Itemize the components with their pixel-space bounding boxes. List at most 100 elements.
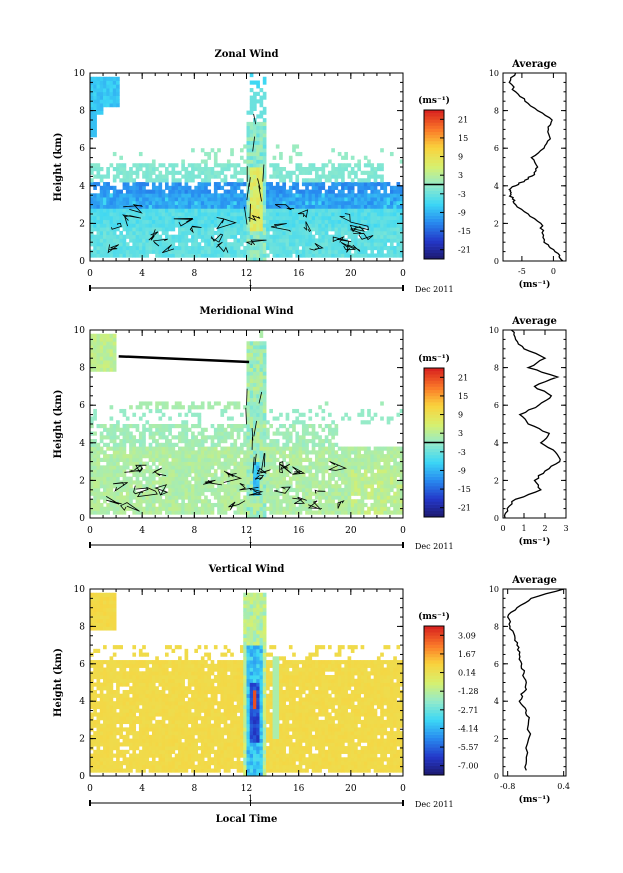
heatmap-cell xyxy=(328,487,332,493)
heatmap-cell xyxy=(119,155,123,160)
heatmap-cell xyxy=(347,230,352,236)
heatmap-cell xyxy=(109,99,114,104)
contour-line xyxy=(261,453,265,471)
heatmap-cell xyxy=(272,499,277,504)
heatmap-cell xyxy=(93,245,97,251)
heatmap-cell xyxy=(253,185,257,190)
heatmap-cell xyxy=(135,491,140,496)
heatmap-cell xyxy=(249,510,254,515)
contour-line xyxy=(297,209,309,218)
heatmap-cell xyxy=(357,163,362,168)
heatmap-cell xyxy=(344,487,348,493)
heatmap-cell xyxy=(207,151,212,157)
heatmap-cell xyxy=(119,446,123,451)
heatmap-cell xyxy=(288,439,293,444)
heatmap-cell xyxy=(380,454,384,459)
heatmap-cell xyxy=(393,227,397,232)
heatmap-cell xyxy=(90,491,94,496)
heatmap-cell xyxy=(341,446,345,451)
heatmap-cell xyxy=(106,333,110,338)
heatmap-cell xyxy=(380,215,384,221)
heatmap-cell xyxy=(168,450,172,455)
heatmap-cell xyxy=(197,242,202,247)
heatmap-cell xyxy=(357,182,362,187)
heatmap-cell xyxy=(112,435,117,440)
heatmap-cell xyxy=(367,215,371,221)
heatmap-cell xyxy=(318,435,322,440)
heatmap-cell xyxy=(295,238,300,243)
heatmap-cell xyxy=(122,253,127,258)
heatmap-cell xyxy=(363,480,368,485)
heatmap-cell xyxy=(246,487,251,493)
heatmap-cell xyxy=(354,446,358,451)
heatmap-cell xyxy=(197,185,202,190)
heatmap-cell xyxy=(217,487,221,493)
heatmap-cell xyxy=(321,242,326,247)
heatmap-cell xyxy=(181,230,185,236)
heatmap-cell xyxy=(217,442,221,447)
heatmap-cell xyxy=(376,204,381,209)
x-tick-label: 8 xyxy=(191,269,197,279)
heatmap-cell xyxy=(132,189,137,194)
heatmap-cell xyxy=(207,472,212,478)
heatmap-cell xyxy=(119,170,123,175)
heatmap-cell xyxy=(158,416,163,421)
heatmap-cell xyxy=(279,189,283,194)
heatmap-cell xyxy=(246,363,251,368)
heatmap-cell xyxy=(109,356,114,361)
heatmap-cell xyxy=(253,204,257,209)
heatmap-cell xyxy=(148,435,153,440)
heatmap-cell xyxy=(262,510,267,515)
heatmap-cell xyxy=(370,457,375,462)
heatmap-cell xyxy=(301,506,306,511)
heatmap-cell xyxy=(187,450,192,455)
heatmap-cell xyxy=(334,491,339,496)
heatmap-cell xyxy=(151,227,156,232)
heatmap-cell xyxy=(367,238,371,243)
heatmap-cell xyxy=(236,182,241,187)
heatmap-cell xyxy=(178,197,182,202)
heatmap-cell xyxy=(373,215,378,221)
heatmap-cell xyxy=(116,495,120,500)
heatmap-cell xyxy=(324,204,329,209)
heatmap-cell xyxy=(161,480,166,485)
heatmap-cell xyxy=(301,502,306,508)
heatmap-cell xyxy=(119,245,123,251)
heatmap-cell xyxy=(99,99,104,104)
heatmap-cell xyxy=(357,469,362,474)
heatmap-cell xyxy=(194,234,198,239)
heatmap-cell xyxy=(256,114,260,119)
heatmap-cell xyxy=(161,442,166,447)
heatmap-cell xyxy=(125,234,130,239)
heatmap-cell xyxy=(380,469,384,474)
heatmap-cell xyxy=(321,253,326,258)
heatmap-cell xyxy=(109,204,114,209)
heatmap-cell xyxy=(321,227,326,232)
heatmap-cell xyxy=(282,424,287,429)
heatmap-cell xyxy=(272,155,277,160)
heatmap-cell xyxy=(125,245,130,251)
heatmap-cell xyxy=(311,249,316,254)
heatmap-cell xyxy=(171,442,176,447)
heatmap-cell xyxy=(341,163,345,168)
heatmap-cell xyxy=(210,491,215,496)
heatmap-cell xyxy=(103,208,107,213)
heatmap-cell xyxy=(109,88,114,93)
heatmap-cell xyxy=(129,193,133,198)
heatmap-cell xyxy=(246,121,251,127)
heatmap-cell xyxy=(328,200,332,205)
heatmap-cell xyxy=(116,476,120,481)
heatmap-cell xyxy=(233,245,238,251)
heatmap-cell xyxy=(328,499,332,504)
heatmap-cell xyxy=(174,435,179,440)
heatmap-cell xyxy=(158,499,163,504)
heatmap-cell xyxy=(103,242,107,247)
heatmap-cell xyxy=(357,450,362,455)
heatmap-cell xyxy=(138,442,143,447)
heatmap-cell xyxy=(337,182,342,187)
heatmap-cell xyxy=(200,238,205,243)
heatmap-cell xyxy=(308,170,313,175)
heatmap-cell xyxy=(178,238,182,243)
heatmap-cell xyxy=(341,476,345,481)
heatmap-cell xyxy=(174,405,179,410)
